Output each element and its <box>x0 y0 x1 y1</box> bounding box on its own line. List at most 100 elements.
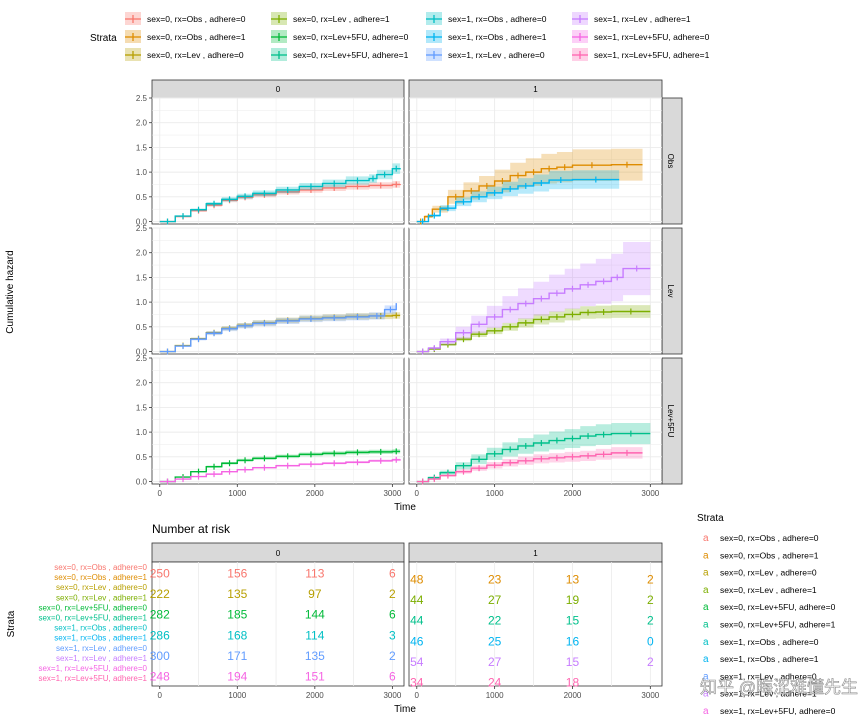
strip-row-label-2: Lev+5FU <box>666 405 675 438</box>
legend-entry-3: sex=0, rx=Lev , adhere=1 <box>293 14 390 24</box>
risk-count-10-0: 248 <box>150 670 170 684</box>
risk-strata-label-11: sex=1, rx=Lev+5FU, adhere=1 <box>38 674 147 683</box>
y-tick-label: 0.5 <box>136 323 148 332</box>
risk-count-10-3000: 6 <box>389 670 396 684</box>
risk-x-tick-label: 1000 <box>486 691 504 700</box>
risk-strata-label-6: sex=1, rx=Obs , adhere=0 <box>54 624 147 633</box>
risk-count-0-2000: 113 <box>305 566 324 580</box>
legend-right-glyph-3: a <box>703 585 709 596</box>
legend-right-glyph-10: a <box>703 706 709 717</box>
hazard-line-10 <box>159 459 401 483</box>
legend-right-entry-0: sex=0, rx=Obs , adhere=0 <box>720 533 819 543</box>
strata-legend-right: Strata a sex=0, rx=Obs , adhere=0 a sex=0, … <box>697 513 836 717</box>
risk-count-8-3000: 2 <box>389 649 396 663</box>
risk-count-10-1000: 194 <box>227 670 247 684</box>
risk-table-title: Number at risk <box>152 522 231 536</box>
risk-count-9-3000: 2 <box>647 655 654 669</box>
panel-frame-4 <box>151 357 405 485</box>
legend-entry-11: sex=1, rx=Lev+5FU, adhere=1 <box>594 50 710 60</box>
risk-panel-0 <box>151 561 405 687</box>
panel-1 <box>408 97 663 225</box>
legend-right-glyph-0: a <box>703 533 709 544</box>
risk-count-11-2000: 18 <box>566 676 580 690</box>
risk-count-11-1000: 24 <box>488 676 502 690</box>
x-tick-label: 2000 <box>306 489 324 498</box>
legend-right-entry-10: sex=1, rx=Lev+5FU, adhere=0 <box>720 706 836 716</box>
legend-title-right: Strata <box>697 513 724 524</box>
risk-count-4-0: 282 <box>150 608 170 622</box>
risk-count-8-0: 300 <box>150 649 170 663</box>
risk-x-tick-label: 3000 <box>383 691 401 700</box>
risk-count-0-1000: 156 <box>227 566 247 580</box>
legend-entry-4: sex=0, rx=Lev+5FU, adhere=0 <box>293 32 409 42</box>
risk-x-tick-label: 0 <box>415 691 420 700</box>
risk-x-tick-label: 3000 <box>641 691 659 700</box>
risk-count-5-1000: 22 <box>488 614 502 628</box>
y-tick-label: 2.5 <box>136 224 148 233</box>
risk-count-6-3000: 3 <box>389 628 396 642</box>
y-axis-label: Cumulative hazard <box>5 250 16 333</box>
legend-entry-1: sex=0, rx=Obs , adhere=1 <box>147 32 246 42</box>
risk-strata-label-8: sex=1, rx=Lev , adhere=0 <box>56 644 148 653</box>
legend-right-entry-5: sex=0, rx=Lev+5FU, adhere=1 <box>720 620 836 630</box>
legend-entry-2: sex=0, rx=Lev , adhere=0 <box>147 50 244 60</box>
risk-count-3-2000: 19 <box>566 593 580 607</box>
legend-right-entry-1: sex=0, rx=Obs , adhere=1 <box>720 550 819 560</box>
risk-count-8-1000: 171 <box>227 649 247 663</box>
legend-entry-8: sex=1, rx=Lev , adhere=0 <box>448 50 545 60</box>
panel-5 <box>408 357 663 485</box>
y-tick-label: 2.5 <box>136 354 148 363</box>
panel-frame-5 <box>408 357 663 485</box>
risk-count-2-3000: 2 <box>389 587 396 601</box>
watermark: 知乎 @晦涩难懂先生 <box>700 678 858 697</box>
risk-count-11-0: 34 <box>410 676 424 690</box>
legend-entry-5: sex=0, rx=Lev+5FU, adhere=1 <box>293 50 409 60</box>
legend-right-entry-3: sex=0, rx=Lev , adhere=1 <box>720 585 817 595</box>
x-tick-label: 3000 <box>383 489 401 498</box>
risk-panel-1 <box>408 561 663 687</box>
risk-count-6-2000: 114 <box>305 628 324 642</box>
legend-entry-9: sex=1, rx=Lev , adhere=1 <box>594 14 691 24</box>
panel-3 <box>408 227 663 355</box>
risk-count-1-2000: 13 <box>566 572 580 586</box>
risk-count-4-2000: 144 <box>305 608 325 622</box>
strata-legend-top: Strata sex=0, rx=Obs , adhere=0 sex=0, rx… <box>90 12 710 61</box>
risk-x-tick-label: 1000 <box>228 691 246 700</box>
risk-count-7-1000: 25 <box>488 634 502 648</box>
legend-right-glyph-1: a <box>703 550 709 561</box>
legend-right-glyph-6: a <box>703 637 709 648</box>
risk-count-1-1000: 23 <box>488 572 502 586</box>
risk-count-1-3000: 2 <box>647 572 654 586</box>
risk-count-8-2000: 135 <box>305 649 325 663</box>
y-tick-label: 1.5 <box>136 273 148 282</box>
x-tick-label: 3000 <box>641 489 659 498</box>
y-tick-label: 2.0 <box>136 249 148 258</box>
risk-strip-label-0: 0 <box>276 549 281 558</box>
strip-col-label-1: 1 <box>533 85 538 94</box>
risk-count-2-0: 222 <box>150 587 170 601</box>
hazard-plot: 0 1ObsLevLev+5FU0.00.51.01.52.02.50.00.51… <box>136 79 683 498</box>
risk-count-0-0: 250 <box>150 566 170 580</box>
risk-count-6-0: 286 <box>150 628 170 642</box>
y-tick-label: 1.0 <box>136 168 148 177</box>
legend-right-entry-8: sex=1, rx=Lev , adhere=0 <box>720 671 817 681</box>
risk-count-2-2000: 97 <box>308 587 322 601</box>
risk-strata-label-10: sex=1, rx=Lev+5FU, adhere=0 <box>38 664 147 673</box>
risk-count-7-2000: 16 <box>566 634 580 648</box>
risk-count-1-0: 48 <box>410 572 424 586</box>
panel-0 <box>151 97 405 225</box>
legend-entry-0: sex=0, rx=Obs , adhere=0 <box>147 14 246 24</box>
risk-count-2-1000: 135 <box>227 587 247 601</box>
risk-count-5-0: 44 <box>410 614 424 628</box>
y-tick-label: 2.0 <box>136 119 148 128</box>
y-tick-label: 2.0 <box>136 379 148 388</box>
risk-count-0-3000: 6 <box>389 566 396 580</box>
ci-band-6 <box>159 162 401 222</box>
ci-band-0 <box>159 180 401 222</box>
risk-count-10-2000: 151 <box>305 670 325 684</box>
legend-entry-6: sex=1, rx=Obs , adhere=0 <box>448 14 547 24</box>
hazard-line-0 <box>159 183 401 223</box>
panel-frame-2 <box>151 227 405 355</box>
legend-right-entry-4: sex=0, rx=Lev+5FU, adhere=0 <box>720 602 836 612</box>
